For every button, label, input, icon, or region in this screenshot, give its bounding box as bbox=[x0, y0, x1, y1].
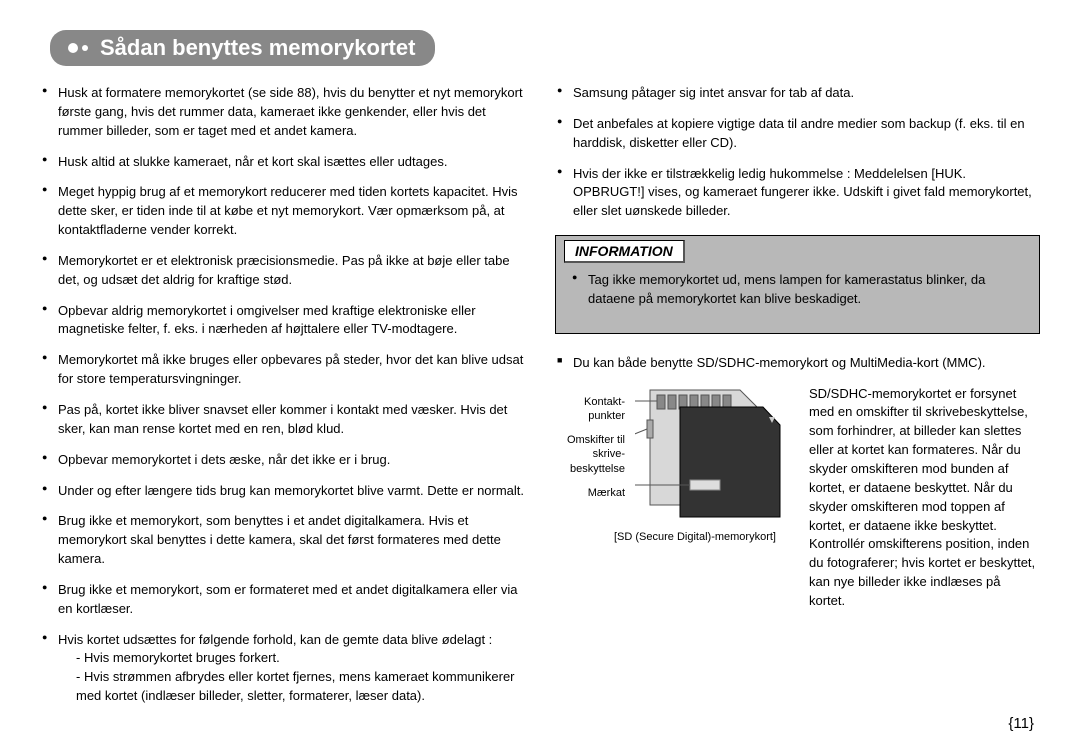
bullet-item: Husk altid at slukke kameraet, når et ko… bbox=[40, 153, 525, 172]
sd-card-section: Kontakt-punkter Omskifter til skrive-bes… bbox=[555, 385, 1040, 611]
section-title: Sådan benyttes memorykortet bbox=[100, 35, 415, 60]
bullet-item: Pas på, kortet ikke bliver snavset eller… bbox=[40, 401, 525, 439]
bullet-item: Brug ikke et memorykort, som benyttes i … bbox=[40, 512, 525, 569]
sd-card-illustration bbox=[635, 385, 785, 525]
info-bullet: Tag ikke memorykortet ud, mens lampen fo… bbox=[570, 271, 1025, 309]
sd-description: SD/SDHC-memorykortet er forsynet med en … bbox=[809, 385, 1040, 611]
bullet-item: Samsung påtager sig intet ansvar for tab… bbox=[555, 84, 1040, 103]
bullet-item: Memorykortet må ikke bruges eller opbeva… bbox=[40, 351, 525, 389]
sd-label-label: Mærkat bbox=[555, 486, 625, 500]
sd-label-switch: Omskifter til skrive-beskyttelse bbox=[555, 433, 625, 476]
bullet-item: Hvis kortet udsættes for følgende forhol… bbox=[40, 631, 525, 706]
two-column-layout: Husk at formatere memorykortet (se side … bbox=[40, 84, 1040, 718]
bullet-item: Hvis der ikke er tilstrækkelig ledig huk… bbox=[555, 165, 1040, 222]
title-decor-dots bbox=[68, 43, 78, 53]
sub-item: - Hvis strømmen afbrydes eller kortet fj… bbox=[58, 668, 525, 706]
sub-item: - Hvis memorykortet bruges forkert. bbox=[58, 649, 525, 668]
information-callout: INFORMATION Tag ikke memorykortet ud, me… bbox=[555, 235, 1040, 334]
sd-labels: Kontakt-punkter Omskifter til skrive-bes… bbox=[555, 395, 625, 501]
sd-intro: Du kan både benytte SD/SDHC-memorykort o… bbox=[555, 354, 1040, 373]
sd-caption: [SD (Secure Digital)-memorykort] bbox=[595, 531, 795, 543]
bullet-item: Det anbefales at kopiere vigtige data ti… bbox=[555, 115, 1040, 153]
sd-intro-list: Du kan både benytte SD/SDHC-memorykort o… bbox=[555, 354, 1040, 373]
right-bullet-list: Samsung påtager sig intet ansvar for tab… bbox=[555, 84, 1040, 221]
bullet-item: Opbevar aldrig memorykortet i omgivelser… bbox=[40, 302, 525, 340]
bullet-item: Meget hyppig brug af et memorykort reduc… bbox=[40, 183, 525, 240]
bullet-item: Under og efter længere tids brug kan mem… bbox=[40, 482, 525, 501]
bullet-text: Hvis kortet udsættes for følgende forhol… bbox=[58, 632, 492, 647]
page-number: {11} bbox=[1008, 715, 1034, 732]
bullet-item: Memorykortet er et elektronisk præcision… bbox=[40, 252, 525, 290]
sd-card-figure: Kontakt-punkter Omskifter til skrive-bes… bbox=[555, 385, 795, 611]
information-header: INFORMATION bbox=[564, 240, 685, 263]
bullet-item: Husk at formatere memorykortet (se side … bbox=[40, 84, 525, 141]
right-column: Samsung påtager sig intet ansvar for tab… bbox=[555, 84, 1040, 718]
sd-label-contacts: Kontakt-punkter bbox=[555, 395, 625, 424]
sd-card-svg bbox=[635, 385, 785, 525]
bullet-item: Brug ikke et memorykort, som er formater… bbox=[40, 581, 525, 619]
bullet-item: Opbevar memorykortet i dets æske, når de… bbox=[40, 451, 525, 470]
information-body: Tag ikke memorykortet ud, mens lampen fo… bbox=[556, 263, 1039, 333]
section-title-bar: Sådan benyttes memorykortet bbox=[50, 30, 435, 66]
left-column: Husk at formatere memorykortet (se side … bbox=[40, 84, 525, 718]
left-bullet-list: Husk at formatere memorykortet (se side … bbox=[40, 84, 525, 706]
